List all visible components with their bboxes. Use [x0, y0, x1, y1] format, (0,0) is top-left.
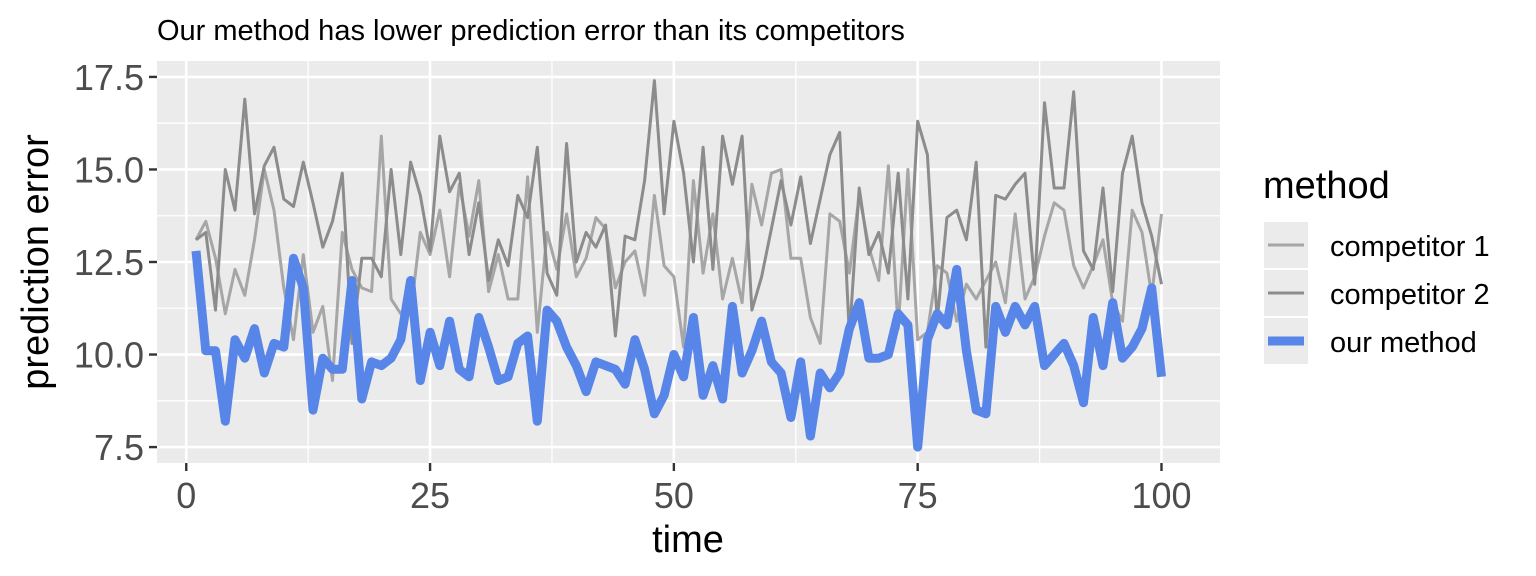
y-axis-title: prediction error [15, 134, 57, 390]
legend-title: method [1263, 165, 1390, 207]
x-axis-title: time [652, 519, 724, 561]
legend: method competitor 1 competitor 2 our metho… [1263, 165, 1490, 364]
legend-items: competitor 1 competitor 2 our method [1264, 222, 1490, 364]
legend-label: competitor 2 [1330, 279, 1490, 311]
y-tick-label: 12.5 [74, 242, 144, 283]
legend-label: competitor 1 [1330, 231, 1490, 263]
x-tick-label: 100 [1131, 475, 1191, 516]
plot-panel [157, 61, 1220, 463]
y-tick-label: 17.5 [74, 57, 144, 98]
series-line-competitor-1 [194, 134, 1163, 382]
x-axis: 0 25 50 75 100 [176, 463, 1192, 516]
y-axis: 7.5 10.0 12.5 15.0 17.5 [74, 57, 157, 468]
y-tick-label: 15.0 [74, 149, 144, 190]
legend-label: our method [1330, 327, 1477, 359]
y-tick-label: 10.0 [74, 335, 144, 376]
legend-item-competitor-2: competitor 2 [1264, 270, 1490, 316]
x-tick-label: 25 [410, 475, 450, 516]
y-tick-label: 7.5 [94, 427, 144, 468]
x-tick-label: 0 [176, 475, 196, 516]
x-tick-label: 50 [654, 475, 694, 516]
series-line-our-method [191, 250, 1166, 452]
chart-title: Our method has lower prediction error th… [157, 15, 905, 47]
x-tick-label: 75 [898, 475, 938, 516]
legend-item-competitor-1: competitor 1 [1264, 222, 1490, 268]
legend-item-our-method: our method [1264, 318, 1477, 364]
series-lines [191, 79, 1166, 452]
